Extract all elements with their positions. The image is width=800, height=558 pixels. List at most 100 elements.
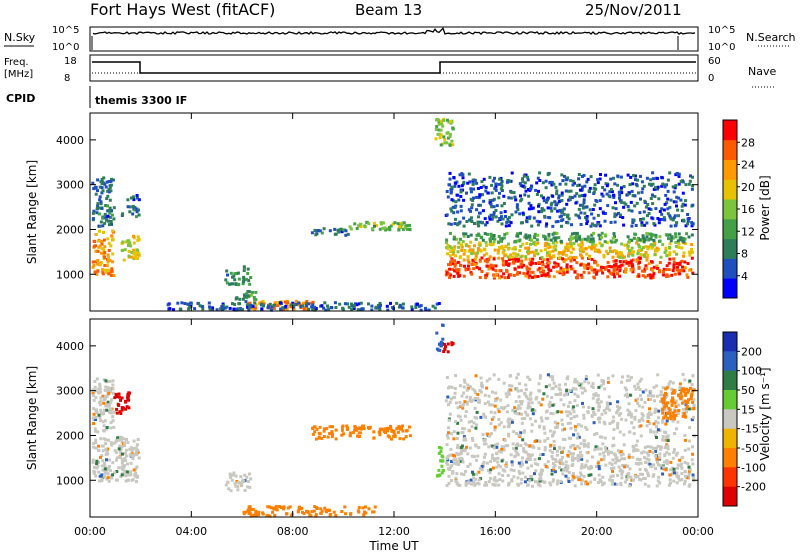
radar-cell — [221, 302, 225, 306]
radar-cell — [599, 173, 602, 176]
radar-cell — [667, 406, 671, 410]
radar-cell — [576, 432, 580, 436]
radar-cell — [523, 450, 527, 454]
radar-cell — [543, 248, 547, 252]
radar-cell — [507, 242, 510, 246]
radar-cell — [691, 452, 695, 456]
radar-cell — [570, 256, 574, 260]
radar-cell — [506, 179, 510, 183]
radar-cell — [471, 182, 475, 186]
radar-cell — [598, 452, 602, 456]
radar-cell — [538, 425, 541, 429]
radar-cell — [500, 244, 504, 248]
radar-cell — [118, 410, 122, 414]
radar-cell — [585, 180, 589, 184]
radar-cell — [455, 237, 459, 241]
radar-cell — [691, 400, 695, 404]
radar-cell — [437, 451, 441, 455]
radar-cell — [491, 267, 495, 271]
radar-cell — [235, 307, 239, 311]
radar-cell — [551, 457, 555, 461]
radar-cell — [647, 458, 651, 462]
radar-cell — [677, 174, 681, 178]
radar-cell — [505, 231, 509, 235]
radar-cell — [509, 196, 513, 200]
radar-cell — [494, 209, 498, 212]
radar-cell — [247, 308, 251, 312]
radar-cell — [664, 193, 668, 197]
radar-cell — [591, 382, 595, 386]
radar-cell — [247, 505, 251, 509]
radar-cell — [612, 259, 616, 263]
radar-cell — [558, 446, 562, 450]
radar-cell — [629, 175, 633, 179]
radar-cell — [592, 270, 596, 274]
radar-cell — [513, 240, 517, 244]
radar-cell — [621, 463, 625, 467]
radar-cell — [383, 226, 387, 230]
radar-cell — [626, 395, 629, 399]
radar-cell — [408, 227, 412, 231]
radar-cell — [524, 189, 528, 193]
radar-cell — [526, 375, 530, 379]
radar-cell — [457, 245, 461, 249]
radar-cell — [104, 385, 108, 389]
radar-cell — [100, 464, 104, 468]
radar-cell — [546, 246, 550, 250]
radar-cell — [497, 423, 501, 427]
radar-cell — [471, 437, 474, 440]
radar-cell — [497, 248, 501, 252]
radar-cell — [449, 273, 452, 277]
radar-cell — [488, 255, 492, 259]
radar-cell — [466, 383, 470, 387]
radar-cell — [526, 397, 530, 401]
radar-cell — [563, 427, 567, 431]
radar-cell — [501, 246, 505, 250]
radar-cell — [446, 436, 450, 440]
radar-cell — [447, 481, 451, 485]
radar-cell — [111, 473, 115, 477]
radar-cell — [398, 303, 402, 307]
radar-cell — [435, 302, 439, 306]
radar-cell — [96, 178, 100, 182]
radar-cell — [480, 381, 484, 385]
radar-cell — [448, 171, 452, 175]
radar-cell — [539, 403, 543, 407]
radar-cell — [679, 268, 683, 272]
radar-cell — [94, 418, 97, 421]
radar-cell — [508, 255, 512, 259]
radar-cell — [348, 434, 352, 438]
radar-cell — [460, 243, 463, 247]
radar-cell — [616, 405, 619, 408]
radar-cell — [692, 398, 696, 402]
radar-cell — [583, 237, 587, 241]
radar-cell — [456, 421, 460, 425]
radar-cell — [98, 382, 102, 386]
radar-cell — [389, 424, 392, 428]
radar-cell — [647, 411, 651, 415]
radar-cell — [649, 445, 653, 449]
radar-cell — [579, 245, 583, 249]
radar-cell — [499, 187, 503, 191]
radar-cell — [447, 418, 451, 422]
radar-cell — [469, 271, 473, 275]
radar-cell — [449, 191, 453, 195]
radar-cell — [687, 398, 690, 402]
radar-cell — [286, 301, 290, 305]
radar-cell — [110, 398, 113, 402]
radar-cell — [555, 270, 559, 274]
radar-cell — [446, 195, 450, 199]
radar-cell — [635, 259, 639, 263]
radar-cell — [529, 391, 533, 395]
radar-cell — [478, 241, 482, 245]
radar-cell — [447, 272, 451, 276]
radar-cell — [447, 263, 450, 267]
radar-cell — [381, 226, 385, 230]
radar-cell — [671, 269, 675, 273]
radar-cell — [400, 424, 404, 428]
radar-cell — [103, 467, 107, 471]
radar-cell — [285, 512, 289, 516]
radar-cell — [620, 191, 624, 195]
radar-cell — [674, 232, 677, 236]
radar-cell — [484, 240, 488, 244]
